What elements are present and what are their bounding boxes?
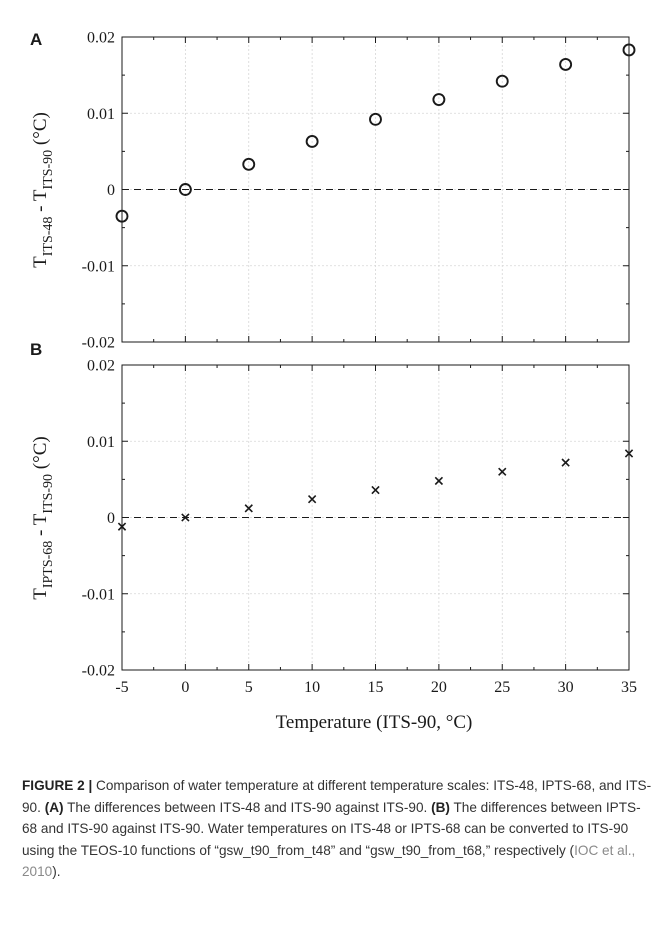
data-point (432, 93, 446, 106)
data-point (561, 458, 570, 467)
figure-caption: FIGURE 2 | Comparison of water temperatu… (22, 775, 652, 883)
caption-intro: Comparison of water temperature at diffe… (22, 778, 652, 815)
caption-end: ). (52, 864, 61, 879)
panel-b-letter: B (30, 340, 42, 359)
panel-b-y-tick-label: -0.01 (82, 586, 115, 603)
panel-b-y-tick-label: 0 (107, 510, 115, 527)
panel-b-x-tick-labels: -5 0 5 10 15 20 25 30 35 (115, 679, 637, 696)
data-point (369, 112, 382, 126)
panel-a-y-tick-label: 0 (107, 182, 115, 199)
panel-b-x-tick-label: 10 (304, 679, 320, 696)
data-point (498, 467, 507, 476)
panel-a-letter: A (30, 30, 42, 49)
panel-a-y-tick-labels: -0.02 -0.01 0 0.01 0.02 (82, 30, 115, 352)
panel-b-x-tick-label: 35 (621, 679, 637, 696)
panel-b-x-tick-label: 20 (431, 679, 447, 696)
data-point (495, 74, 509, 88)
caption-panel-a-label: (A) (44, 799, 64, 815)
panel-a-frame (121, 36, 630, 343)
data-point (181, 513, 190, 522)
data-point (434, 476, 444, 486)
panel-b-y-axis-label: TIPTS-68 - TITS-90 (°C) (30, 436, 56, 600)
panel-b-x-tick-label: 0 (181, 679, 189, 696)
caption-panel-a-text: The differences between ITS-48 and ITS-9… (63, 799, 432, 815)
panel-a-y-tick-label: 0.01 (87, 106, 115, 123)
panel-b: B TIPTS-68 - TITS-90 (°C) -0.02 -0.01 0 … (30, 340, 637, 733)
panel-b-x-tick-label: -5 (115, 679, 128, 696)
panel-a: A TITS-48 - TITS-90 (°C) -0.02 -0.01 0 0… (30, 30, 636, 352)
panel-a-y-tick-label: 0.02 (87, 30, 115, 47)
panel-b-x-tick-label: 30 (558, 679, 574, 696)
panel-b-x-tick-label: 25 (494, 679, 510, 696)
panel-a-y-tick-label: -0.02 (82, 335, 115, 352)
data-point (178, 183, 192, 196)
caption-panel-b-label: (B) (431, 799, 450, 815)
panel-b-y-tick-label: -0.02 (82, 663, 115, 680)
panel-a-y-tick-label: -0.01 (82, 258, 115, 275)
data-point (244, 504, 253, 513)
data-point (307, 495, 317, 504)
panel-b-y-tick-label: 0.02 (87, 358, 115, 375)
data-point (371, 485, 380, 495)
panel-b-x-tick-label: 15 (368, 679, 384, 696)
panel-b-frame (121, 364, 630, 671)
x-axis-label: Temperature (ITS-90, °C) (276, 712, 473, 733)
panel-b-y-tick-label: 0.01 (87, 434, 115, 451)
data-point (242, 157, 256, 171)
caption-panel-b-text: The differences between IPTS-68 and ITS-… (22, 799, 641, 858)
citation-link[interactable]: IOC et al., 2010 (22, 842, 636, 880)
panel-a-y-axis-label: TITS-48 - TITS-90 (°C) (30, 112, 56, 268)
panel-b-x-tick-label: 5 (245, 679, 253, 696)
data-point (305, 135, 319, 148)
panel-b-y-tick-labels: -0.02 -0.01 0 0.01 0.02 (82, 358, 115, 680)
figure-label: FIGURE 2 | (22, 778, 93, 793)
data-point (559, 57, 573, 71)
